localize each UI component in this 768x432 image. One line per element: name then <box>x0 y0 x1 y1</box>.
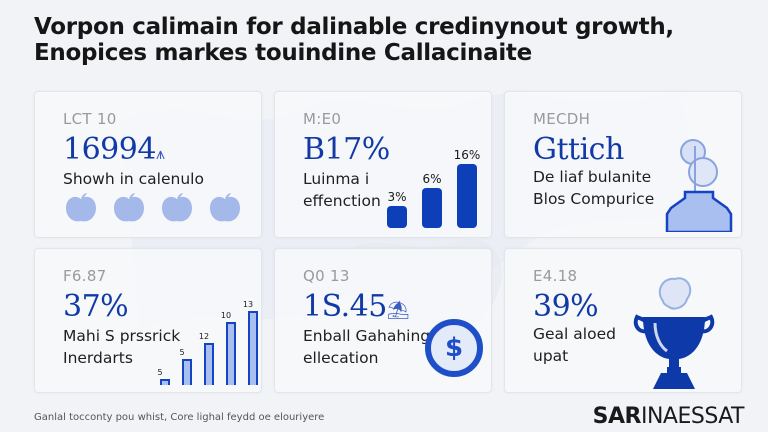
card-description: Geal aloed upat <box>533 323 616 367</box>
desc-line-2: Inerdarts <box>63 349 133 367</box>
bar-label: 16% <box>453 148 481 162</box>
card-label: F6.87 <box>63 267 107 285</box>
card-value: 1S.45⛱ <box>303 289 410 324</box>
apple-icon <box>162 193 192 222</box>
bar-label: 3% <box>387 190 407 204</box>
page-title: Vorpon calimain for dalinable credinynou… <box>34 14 734 66</box>
arrow-up-icon: ⩚ <box>155 144 165 163</box>
desc-line-1: Geal aloed <box>533 325 616 343</box>
card-description: De liaf bulanite Blos Compurice <box>533 166 654 210</box>
stat-card-3: MECDH Gttich De liaf bulanite Blos Compu… <box>504 91 742 238</box>
apple-row <box>63 190 243 226</box>
desc-line-2: ellecation <box>303 349 379 367</box>
dollar-glyph: $ <box>444 333 464 363</box>
bar <box>204 343 214 385</box>
apple-icon <box>114 193 144 222</box>
card-value: 39% <box>533 289 599 324</box>
bar-chart-mini: 5 5 12 10 13 <box>155 289 263 385</box>
bar-chart-mini: 3% 6% 16% <box>387 142 487 228</box>
footer-note: Ganlal tocconty pou whist, Core lighal f… <box>34 412 325 423</box>
card-label: M:E0 <box>303 110 342 128</box>
umbrella-icon: ⛱ <box>386 300 410 321</box>
brand-logo: SARINAESSAT <box>592 404 745 429</box>
apple-icon <box>210 193 240 222</box>
stat-card-4: F6.87 37% Mahi S prssrick Inerdarts 5 5 … <box>34 248 262 393</box>
desc-line-1: Enball Gahahing <box>303 327 431 345</box>
card-label: E4.18 <box>533 267 578 285</box>
card-label: LCT 10 <box>63 110 117 128</box>
brand-rest: INAESSAT <box>640 404 745 429</box>
card-value: Gttich <box>533 132 624 167</box>
desc-line-1: Luinma i <box>303 170 370 188</box>
bar-label: 5 <box>157 368 163 377</box>
bar-label: 6% <box>422 172 442 186</box>
card-description: Luinma i effenction <box>303 168 381 212</box>
card-value: B17% <box>303 132 390 167</box>
flask-icon <box>665 139 733 232</box>
stat-card-6: E4.18 39% Geal aloed upat <box>504 248 742 393</box>
card-value: 37% <box>63 289 129 324</box>
card-value: 16994⩚ <box>63 132 165 167</box>
stat-card-2: M:E0 B17% Luinma i effenction 3% 6% 16% <box>274 91 492 238</box>
card-description: Enball Gahahing ellecation <box>303 325 430 369</box>
desc-line-1: De liaf bulanite <box>533 168 652 186</box>
bar <box>160 379 170 385</box>
bar-label: 12 <box>198 332 210 341</box>
card-label: Q0 13 <box>303 267 350 285</box>
desc-line-2: Blos Compurice <box>533 190 655 208</box>
card-description: Showh in calenulo <box>63 170 204 188</box>
apple-icon <box>66 193 96 222</box>
bar <box>182 359 192 385</box>
stat-card-1: LCT 10 16994⩚ Showh in calenulo <box>34 91 262 238</box>
title-line-1: Vorpon calimain for dalinable credinynou… <box>34 14 674 40</box>
bar <box>422 188 442 228</box>
bar <box>387 206 407 228</box>
trophy-icon <box>633 277 715 389</box>
desc-line-1: Mahi S prssrick <box>63 327 181 345</box>
card-label: MECDH <box>533 110 591 128</box>
brand-bold: SAR <box>592 404 642 429</box>
card-value-text: 16994 <box>63 132 156 167</box>
bar <box>248 311 258 385</box>
bar <box>457 164 477 228</box>
card-value-text: 1S.45 <box>303 289 387 324</box>
stat-card-5: Q0 13 1S.45⛱ Enball Gahahing ellecation … <box>274 248 492 393</box>
dollar-coin-icon: $ <box>425 319 483 377</box>
bar-label: 13 <box>242 300 254 309</box>
desc-line-2: upat <box>533 347 569 365</box>
bar-label: 5 <box>179 348 185 357</box>
bar <box>226 322 236 385</box>
desc-line-2: effenction <box>303 192 381 210</box>
title-line-2: Enopices markes touindine Callacinaite <box>34 40 532 66</box>
bar-label: 10 <box>220 311 232 320</box>
card-description: Mahi S prssrick Inerdarts <box>63 325 180 369</box>
